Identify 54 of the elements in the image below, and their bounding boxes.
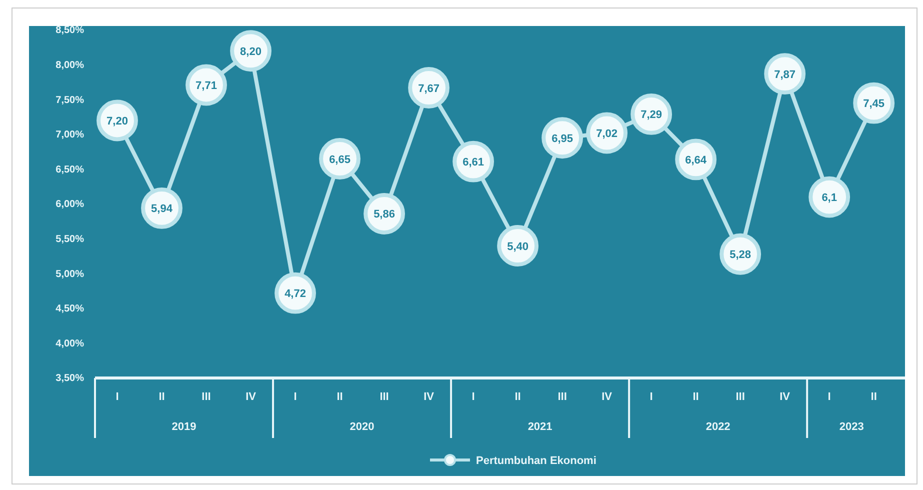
text: 8,20 bbox=[240, 46, 262, 58]
y-tick-label: 7,50% bbox=[56, 94, 84, 106]
y-tick-label: 4,50% bbox=[56, 304, 84, 315]
text: 7,87 bbox=[774, 68, 796, 81]
x-tick-label: II bbox=[158, 391, 165, 403]
text: 6,65 bbox=[329, 154, 350, 166]
x-tick-label: III bbox=[736, 391, 745, 403]
text: 2023 bbox=[839, 421, 864, 433]
text: 5,86 bbox=[374, 208, 395, 221]
text: 4,72 bbox=[284, 288, 306, 300]
y-tick-label: 7,00% bbox=[56, 130, 84, 141]
y-tick-label: 6,00% bbox=[56, 199, 84, 210]
text: 7,71 bbox=[196, 80, 217, 92]
y-tick-label: 8,50% bbox=[56, 25, 84, 36]
x-tick-label: I bbox=[650, 391, 653, 403]
y-tick-label: 6,50% bbox=[56, 164, 84, 176]
x-tick-label: I bbox=[828, 391, 831, 403]
x-tick-label: IV bbox=[602, 391, 613, 403]
x-tick-label: II bbox=[514, 391, 521, 403]
x-tick-label: III bbox=[202, 391, 211, 403]
y-tick-label: 3,50% bbox=[56, 373, 84, 384]
point bbox=[808, 176, 850, 218]
x-tick-label: IV bbox=[246, 391, 257, 403]
text: 6,95 bbox=[552, 132, 574, 145]
x-tick-label: II bbox=[870, 391, 877, 403]
x-tick-label: IV bbox=[780, 391, 791, 403]
text: 2021 bbox=[528, 421, 552, 433]
text: 7,29 bbox=[640, 109, 662, 122]
text: 5,94 bbox=[151, 203, 172, 216]
x-tick-label: III bbox=[380, 391, 389, 403]
x-tick-label: III bbox=[558, 391, 567, 403]
legend-label: Pertumbuhan Ekonomi bbox=[476, 455, 596, 467]
text: 2022 bbox=[706, 421, 730, 433]
text: 2019 bbox=[172, 421, 196, 433]
text: 7,20 bbox=[106, 115, 128, 128]
text: 7,67 bbox=[418, 82, 440, 95]
text: 6,1 bbox=[822, 192, 837, 204]
x-tick-label: I bbox=[116, 391, 119, 403]
x-tick-label: I bbox=[294, 391, 297, 403]
y-tick-label: 5,00% bbox=[56, 268, 84, 280]
text: 5,40 bbox=[507, 240, 529, 253]
text: 6,64 bbox=[685, 154, 707, 166]
text: 5,28 bbox=[730, 249, 752, 262]
x-tick-label: II bbox=[336, 391, 343, 403]
x-tick-label: II bbox=[692, 391, 699, 403]
x-tick-label: I bbox=[472, 391, 475, 403]
text: 7,02 bbox=[596, 128, 618, 140]
y-tick-label: 8,00% bbox=[56, 60, 84, 71]
text: 7,45 bbox=[863, 98, 885, 110]
text: 6,61 bbox=[462, 156, 484, 169]
y-tick-label: 4,00% bbox=[56, 338, 84, 350]
y-tick-label: 5,50% bbox=[56, 234, 84, 245]
text: 2020 bbox=[350, 421, 374, 433]
x-tick-label: IV bbox=[424, 391, 435, 403]
